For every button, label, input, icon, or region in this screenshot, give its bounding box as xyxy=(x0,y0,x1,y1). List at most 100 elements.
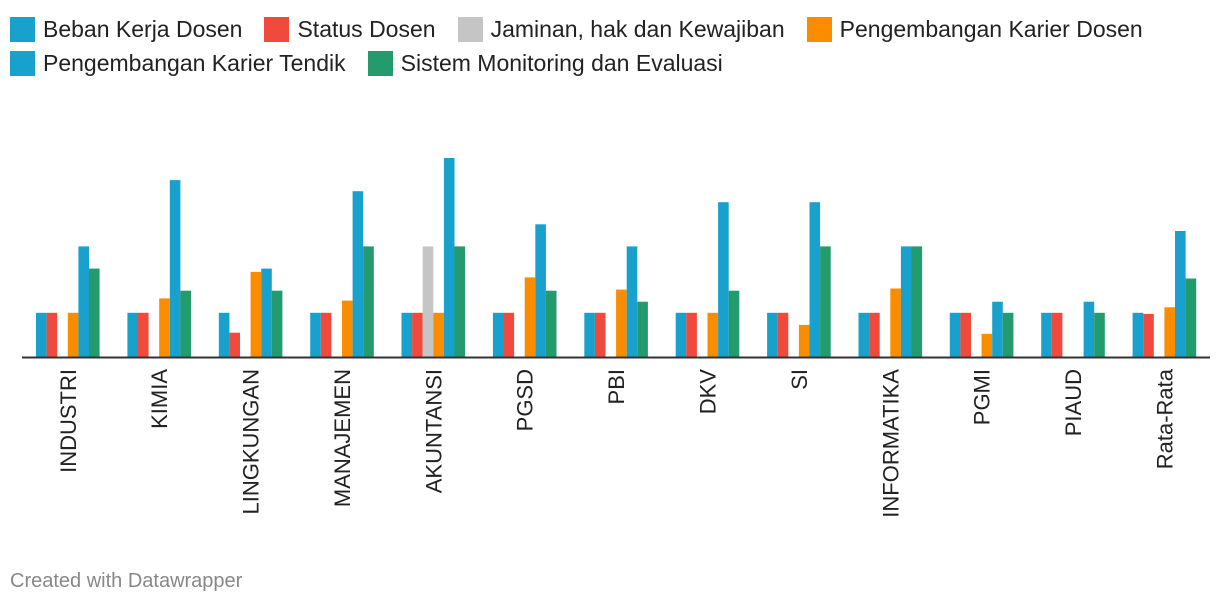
legend-item-sistem-monitoring-evaluasi: Sistem Monitoring dan Evaluasi xyxy=(367,49,723,77)
bar-kimia-pengembangan-karier-dosen xyxy=(159,298,170,357)
bar-rata-rata-beban-kerja-dosen xyxy=(1132,312,1144,357)
legend-item-jaminan-hak-kewajiban: Jaminan, hak dan Kewajiban xyxy=(457,15,785,43)
bar-si-pengembangan-karier-tendik xyxy=(809,202,821,357)
bar-industri-beban-kerja-dosen xyxy=(36,312,47,357)
bar-dkv-pengembangan-karier-tendik xyxy=(718,202,729,357)
bar-pgsd-status-dosen xyxy=(503,312,515,357)
bar-dkv-pengembangan-karier-dosen xyxy=(707,312,719,357)
bar-lingkungan-pengembangan-karier-dosen xyxy=(250,271,262,357)
legend-item-status-dosen: Status Dosen xyxy=(264,15,436,43)
bar-manajemen-sistem-monitoring-dan-evaluasi xyxy=(363,246,374,357)
legend-swatch-pengembangan-karier-tendik xyxy=(10,50,35,76)
bar-pgmi-pengembangan-karier-tendik xyxy=(992,301,1003,357)
bar-dkv-status-dosen xyxy=(686,312,697,357)
bar-akuntansi-jaminan-hak-dan-kewajiban xyxy=(422,246,434,357)
bar-lingkungan-sistem-monitoring-dan-evaluasi xyxy=(271,290,283,357)
bar-pbi-pengembangan-karier-dosen xyxy=(616,289,627,357)
bar-kimia-pengembangan-karier-tendik xyxy=(169,180,181,357)
legend-label-beban-kerja-dosen: Beban Kerja Dosen xyxy=(43,15,243,42)
legend-label-pengembangan-karier-dosen: Pengembangan Karier Dosen xyxy=(839,15,1143,42)
bar-pgsd-pengembangan-karier-dosen xyxy=(524,277,536,357)
bar-pgsd-pengembangan-karier-tendik xyxy=(535,224,546,357)
bar-industri-sistem-monitoring-dan-evaluasi xyxy=(89,268,100,357)
bar-pbi-sistem-monitoring-dan-evaluasi xyxy=(637,301,648,357)
bar-informatika-status-dosen xyxy=(869,312,880,357)
bar-pgsd-sistem-monitoring-dan-evaluasi xyxy=(545,290,557,357)
legend-swatch-beban-kerja-dosen xyxy=(10,16,35,42)
chart-legend: Beban Kerja Dosen Status Dosen Jaminan, … xyxy=(10,12,1210,80)
bar-rata-rata-sistem-monitoring-dan-evaluasi xyxy=(1185,278,1197,357)
bar-piaud-pengembangan-karier-tendik xyxy=(1083,301,1095,357)
legend-swatch-jaminan-hak-kewajiban xyxy=(457,16,483,42)
legend-swatch-sistem-monitoring-evaluasi xyxy=(367,50,393,76)
bar-piaud-status-dosen xyxy=(1051,312,1063,357)
bar-dkv-sistem-monitoring-dan-evaluasi xyxy=(728,290,740,357)
bar-lingkungan-pengembangan-karier-tendik xyxy=(261,268,272,357)
bar-akuntansi-pengembangan-karier-dosen xyxy=(433,312,444,357)
bar-manajemen-pengembangan-karier-tendik xyxy=(352,191,364,357)
bar-industri-pengembangan-karier-dosen xyxy=(67,312,79,357)
bar-manajemen-beban-kerja-dosen xyxy=(310,312,321,357)
datawrapper-credit: Created with Datawrapper xyxy=(10,570,243,592)
bar-lingkungan-status-dosen xyxy=(229,332,240,357)
legend-label-pengembangan-karier-tendik: Pengembangan Karier Tendik xyxy=(43,49,346,76)
x-tick-label-piaud: PIAUD xyxy=(1061,369,1086,436)
legend-item-pengembangan-karier-tendik: Pengembangan Karier Tendik xyxy=(10,50,346,77)
bar-pbi-pengembangan-karier-tendik xyxy=(626,246,638,357)
bar-industri-status-dosen xyxy=(46,312,58,357)
legend-swatch-status-dosen xyxy=(264,16,290,42)
legend-label-jaminan-hak-kewajiban: Jaminan, hak dan Kewajiban xyxy=(490,15,785,42)
bar-informatika-sistem-monitoring-dan-evaluasi xyxy=(911,246,923,357)
legend-swatch-pengembangan-karier-dosen xyxy=(806,16,832,42)
bar-akuntansi-beban-kerja-dosen xyxy=(401,312,413,357)
bar-pgmi-beban-kerja-dosen xyxy=(949,312,961,357)
x-tick-label-pbi: PBI xyxy=(604,369,629,404)
x-tick-label-akuntansi: AKUNTANSI xyxy=(421,369,446,493)
bar-kimia-sistem-monitoring-dan-evaluasi xyxy=(180,290,191,357)
x-tick-label-rata-rata: Rata-Rata xyxy=(1152,368,1177,469)
legend-label-status-dosen: Status Dosen xyxy=(297,15,436,42)
bar-rata-rata-pengembangan-karier-dosen xyxy=(1164,307,1175,358)
legend-item-pengembangan-karier-dosen: Pengembangan Karier Dosen xyxy=(806,15,1143,43)
x-tick-label-kimia: KIMIA xyxy=(147,369,172,429)
x-tick-label-manajemen: MANAJEMEN xyxy=(330,369,355,507)
bar-pgsd-beban-kerja-dosen xyxy=(492,312,504,357)
legend-row-1: Beban Kerja Dosen Status Dosen Jaminan, … xyxy=(10,12,1210,46)
bar-si-pengembangan-karier-dosen xyxy=(798,324,810,357)
bar-informatika-pengembangan-karier-tendik xyxy=(900,246,912,357)
bar-kimia-status-dosen xyxy=(138,312,149,357)
bar-manajemen-status-dosen xyxy=(320,312,332,357)
legend-item-beban-kerja-dosen: Beban Kerja Dosen xyxy=(10,16,242,43)
bar-pgmi-sistem-monitoring-dan-evaluasi xyxy=(1002,312,1014,357)
bar-informatika-pengembangan-karier-dosen xyxy=(890,288,901,357)
bar-lingkungan-beban-kerja-dosen xyxy=(218,312,230,357)
bar-si-sistem-monitoring-dan-evaluasi xyxy=(820,246,831,357)
x-tick-label-informatika: INFORMATIKA xyxy=(878,369,903,518)
bar-dkv-beban-kerja-dosen xyxy=(675,312,687,357)
bar-akuntansi-sistem-monitoring-dan-evaluasi xyxy=(454,246,466,357)
bar-piaud-beban-kerja-dosen xyxy=(1041,312,1052,357)
bar-akuntansi-status-dosen xyxy=(412,312,423,357)
bar-manajemen-pengembangan-karier-dosen xyxy=(342,300,353,357)
x-tick-label-lingkungan: LINGKUNGAN xyxy=(239,369,264,514)
bar-pbi-status-dosen xyxy=(594,312,606,357)
bar-akuntansi-pengembangan-karier-tendik xyxy=(443,158,455,357)
bar-informatika-beban-kerja-dosen xyxy=(858,312,870,357)
bar-si-status-dosen xyxy=(777,312,789,357)
bar-pgmi-pengembangan-karier-dosen xyxy=(981,333,993,357)
bar-rata-rata-status-dosen xyxy=(1143,313,1154,357)
bar-chart: INDUSTRI KIMIA LINGKUNGAN MANAJEMEN AKUNTANS… xyxy=(22,158,1210,518)
legend-row-2: Pengembangan Karier Tendik Sistem Monito… xyxy=(10,46,1210,80)
x-tick-label-dkv: DKV xyxy=(696,369,721,415)
bar-industri-pengembangan-karier-tendik xyxy=(78,246,89,357)
bar-si-beban-kerja-dosen xyxy=(767,312,778,357)
x-tick-label-pgsd: PGSD xyxy=(513,369,538,431)
bar-rata-rata-pengembangan-karier-tendik xyxy=(1175,231,1186,357)
x-tick-label-si: SI xyxy=(787,369,812,390)
bar-kimia-beban-kerja-dosen xyxy=(127,312,138,357)
bar-pbi-beban-kerja-dosen xyxy=(584,312,595,357)
x-tick-label-industri: INDUSTRI xyxy=(56,369,81,473)
legend-label-sistem-monitoring-evaluasi: Sistem Monitoring dan Evaluasi xyxy=(400,49,723,76)
bar-pgmi-status-dosen xyxy=(960,312,971,357)
x-tick-label-pgmi: PGMI xyxy=(970,369,995,425)
